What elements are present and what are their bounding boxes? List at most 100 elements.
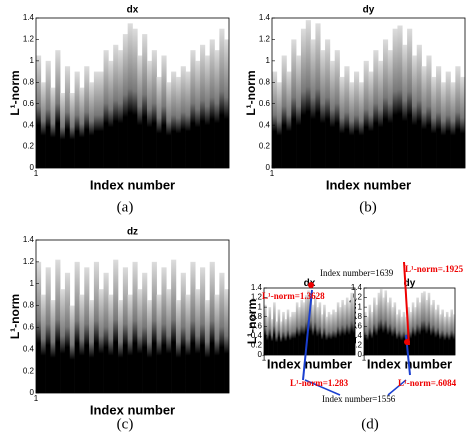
bar bbox=[64, 66, 71, 168]
bar bbox=[336, 302, 340, 355]
bar bbox=[55, 259, 61, 393]
bar bbox=[84, 66, 90, 168]
y-tick-label: 0.4 bbox=[23, 344, 35, 353]
bar bbox=[393, 302, 397, 355]
bar bbox=[286, 309, 290, 355]
bar bbox=[339, 76, 345, 168]
bar bbox=[224, 289, 230, 393]
bar bbox=[127, 23, 133, 168]
bar bbox=[315, 23, 321, 168]
bar bbox=[452, 314, 456, 355]
y-tick-label: 1 bbox=[30, 279, 35, 288]
bar bbox=[427, 292, 431, 355]
bar bbox=[368, 304, 372, 355]
bar bbox=[79, 294, 85, 393]
bar bbox=[293, 311, 297, 355]
bar bbox=[378, 60, 384, 168]
bar bbox=[276, 82, 282, 168]
bar bbox=[332, 309, 335, 355]
y-tick-label: 0.4 bbox=[23, 120, 35, 129]
bar bbox=[40, 82, 46, 168]
bar bbox=[386, 302, 390, 355]
bar bbox=[311, 304, 315, 355]
y-axis-label: L¹-norm bbox=[244, 70, 258, 115]
y-tick-label: 0.6 bbox=[23, 323, 35, 332]
bar bbox=[309, 292, 313, 355]
bar bbox=[156, 294, 162, 393]
bar bbox=[339, 307, 342, 355]
y-tick-label: 0.2 bbox=[23, 142, 35, 151]
bar bbox=[291, 39, 297, 168]
bar bbox=[411, 302, 415, 355]
bar bbox=[400, 316, 403, 355]
bar bbox=[281, 55, 287, 168]
bar bbox=[320, 314, 324, 355]
bar bbox=[382, 297, 385, 355]
bar bbox=[190, 261, 196, 393]
bar bbox=[180, 272, 186, 393]
plot-frame bbox=[263, 287, 356, 356]
bar bbox=[421, 66, 427, 168]
bar bbox=[345, 297, 349, 355]
bar bbox=[434, 309, 438, 355]
bar bbox=[384, 290, 388, 355]
bar bbox=[423, 291, 426, 355]
bar bbox=[392, 28, 398, 169]
annotation: Index number=1556 bbox=[322, 394, 396, 404]
bar bbox=[387, 50, 393, 169]
bar bbox=[418, 302, 422, 355]
bar bbox=[431, 76, 437, 168]
bar bbox=[151, 261, 157, 393]
bar bbox=[289, 316, 292, 355]
y-tick-label: 1.2 bbox=[259, 35, 271, 44]
bar bbox=[175, 76, 182, 168]
y-tick-label: 0.6 bbox=[259, 99, 271, 108]
bar bbox=[185, 294, 191, 393]
chart-title: dz bbox=[127, 227, 138, 238]
bar bbox=[273, 302, 276, 355]
bar bbox=[127, 294, 133, 393]
bar bbox=[89, 300, 95, 393]
bar bbox=[397, 25, 403, 168]
bar bbox=[166, 82, 172, 168]
bar bbox=[161, 267, 167, 393]
bar bbox=[209, 39, 215, 168]
bar bbox=[416, 44, 422, 168]
bar bbox=[379, 288, 383, 355]
bar bbox=[329, 60, 336, 168]
y-tick-label: 1 bbox=[258, 302, 263, 311]
y-tick-label: 1.4 bbox=[259, 13, 271, 22]
y-tick-label: 1 bbox=[266, 56, 271, 65]
y-tick-label: 0.2 bbox=[251, 341, 263, 350]
y-tick-label: 1 bbox=[30, 56, 35, 65]
y-tick-label: 1.2 bbox=[251, 293, 263, 302]
bar bbox=[142, 34, 148, 169]
bar bbox=[432, 299, 435, 355]
arrow bbox=[387, 379, 407, 396]
chart-title: dy bbox=[404, 278, 416, 289]
x-tick-label: 1 bbox=[34, 394, 39, 403]
annotation: L¹-norm=.1925 bbox=[405, 264, 464, 274]
y-tick-label: 0.8 bbox=[351, 312, 363, 321]
bar bbox=[443, 316, 447, 355]
bar bbox=[411, 55, 418, 168]
bar bbox=[300, 28, 307, 169]
bar bbox=[171, 259, 177, 393]
bar bbox=[302, 302, 306, 355]
y-axis-label: L¹-norm bbox=[8, 294, 22, 339]
x-axis-label: Index number bbox=[90, 402, 175, 417]
y-tick-label: 0.2 bbox=[259, 142, 271, 151]
bar bbox=[36, 55, 42, 168]
chart-title: dy bbox=[363, 5, 375, 16]
bar bbox=[180, 66, 186, 168]
bar bbox=[286, 71, 292, 168]
bar bbox=[279, 321, 283, 355]
bar bbox=[425, 299, 428, 355]
chart: 0 0.2 0.4 0.6 0.8 1 1.2 1.4 1 dx Index number L¹-no… bbox=[8, 5, 230, 192]
bar bbox=[414, 307, 417, 355]
y-tick-label: 1.2 bbox=[23, 257, 35, 266]
bar bbox=[185, 71, 191, 168]
bar bbox=[440, 82, 446, 168]
annotation: Index number=1639 bbox=[320, 268, 394, 278]
